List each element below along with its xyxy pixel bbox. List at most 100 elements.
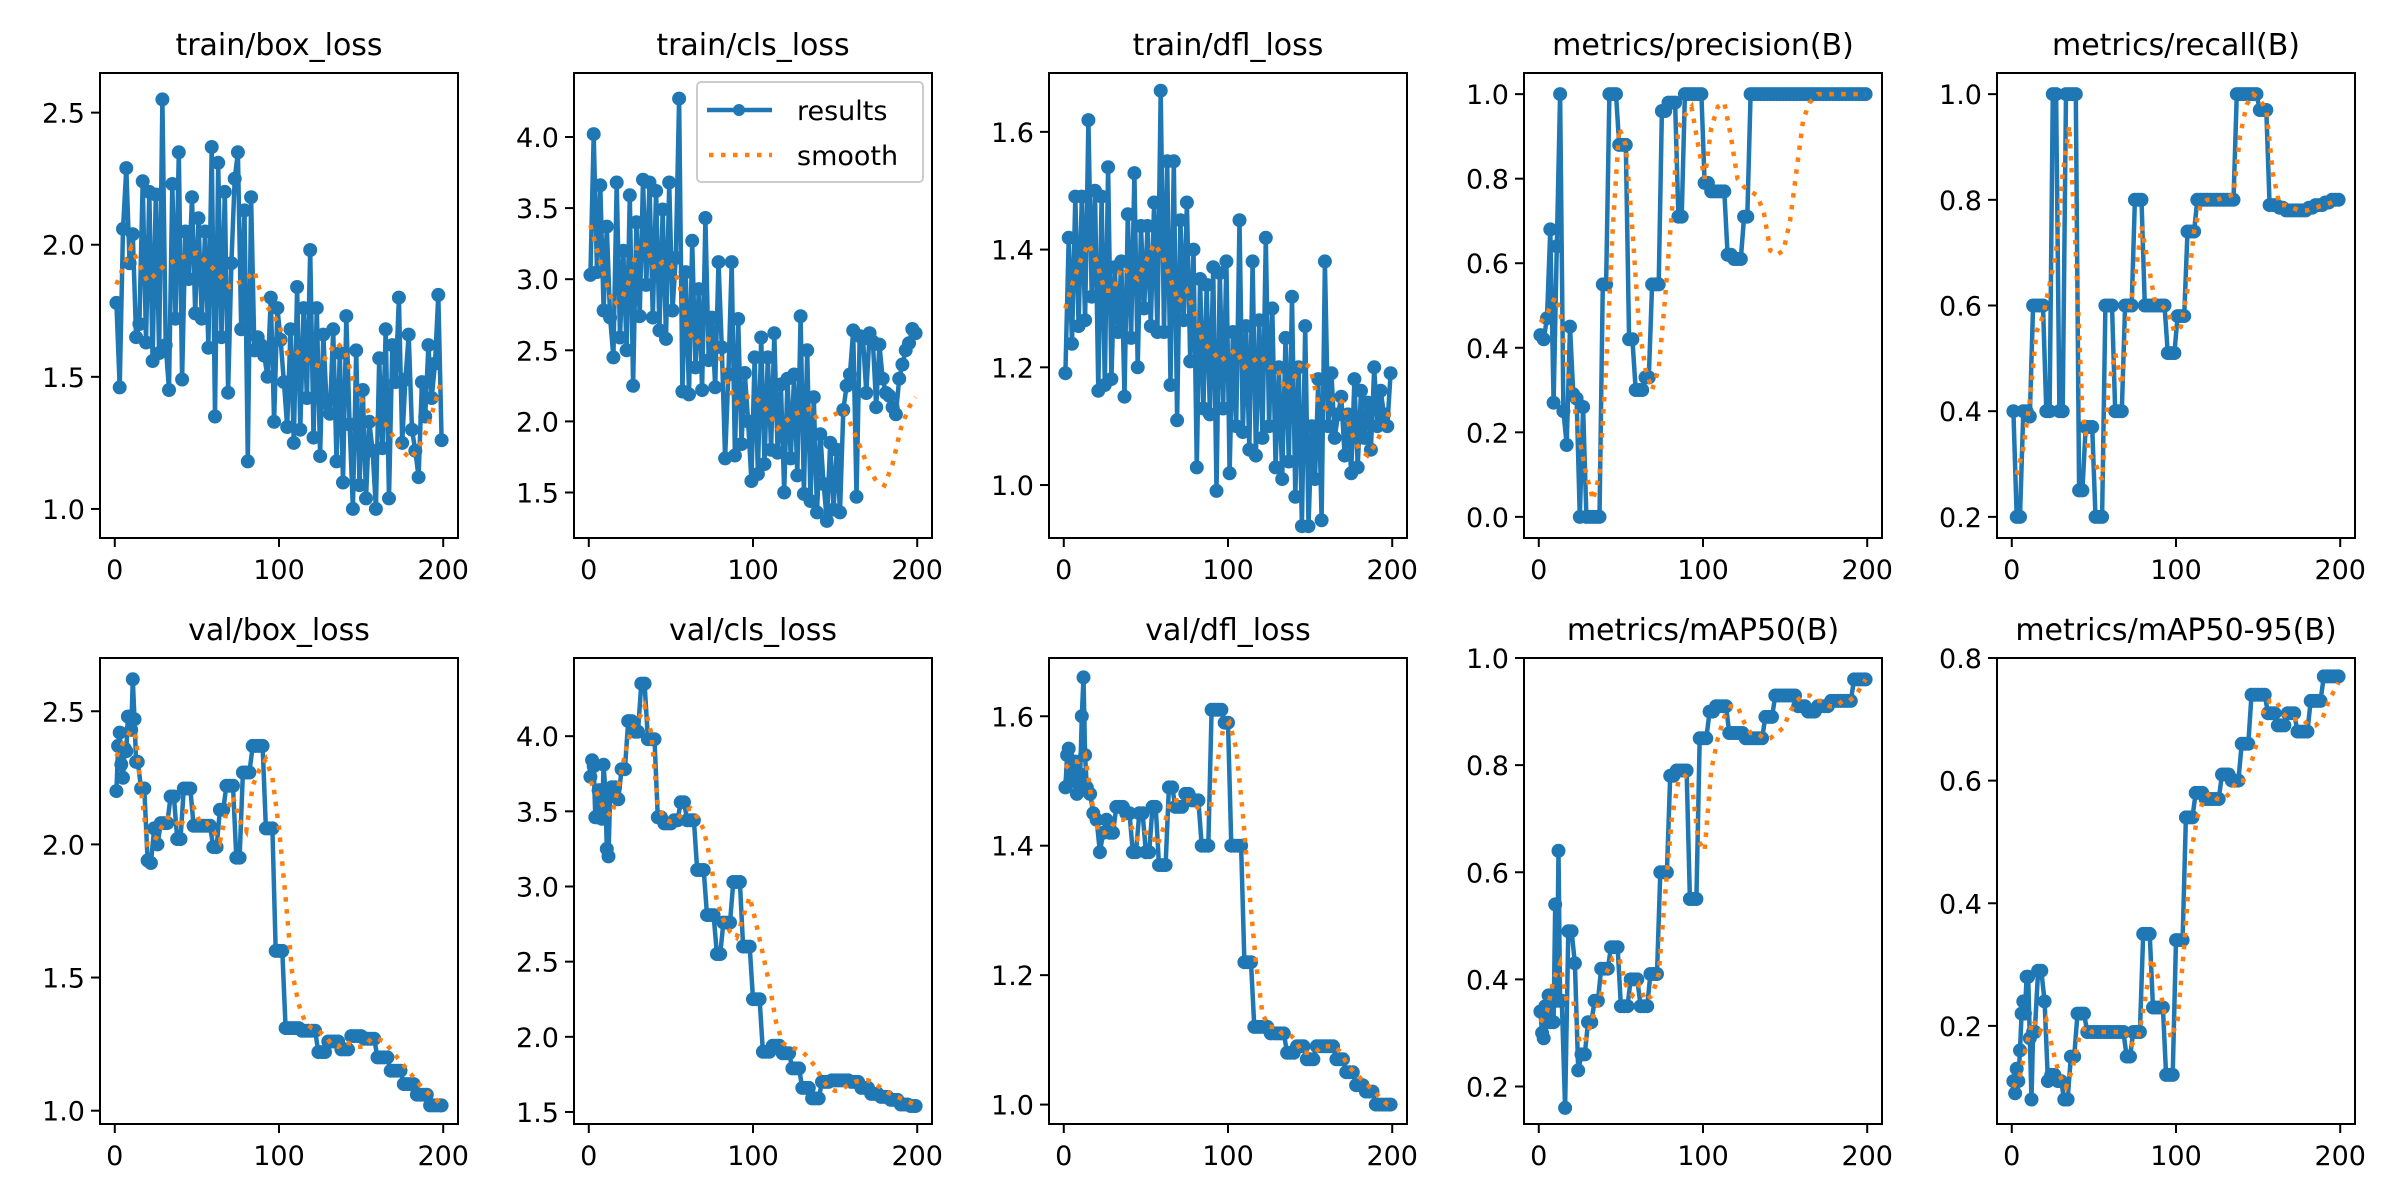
- results-point: [1668, 95, 1683, 110]
- plot-area: [1058, 670, 1398, 1112]
- y-tick-label: 0.2: [1939, 503, 1982, 534]
- results-point: [352, 478, 367, 493]
- y-tick-label: 0.8: [1466, 751, 1509, 782]
- results-point: [1081, 113, 1096, 128]
- results-point: [701, 353, 716, 368]
- results-point: [1347, 372, 1362, 387]
- results-point: [695, 383, 710, 398]
- results-point: [668, 250, 683, 265]
- results-point: [1148, 799, 1163, 814]
- results-point: [741, 414, 756, 429]
- x-tick-label: 0: [2003, 1141, 2020, 1172]
- results-point: [2277, 718, 2292, 733]
- results-point: [349, 343, 364, 358]
- results-point: [1281, 454, 1296, 469]
- x-tick-label: 100: [2150, 555, 2202, 586]
- results-point: [1114, 254, 1129, 269]
- plot-area: [583, 91, 923, 528]
- results-point: [1074, 189, 1089, 204]
- results-point: [767, 326, 782, 341]
- results-point: [173, 832, 188, 847]
- results-point: [606, 350, 621, 365]
- results-point: [255, 738, 270, 753]
- results-point: [267, 414, 282, 429]
- results-point: [1334, 389, 1349, 404]
- results-point: [1135, 806, 1150, 821]
- y-tick-label: 0.6: [1939, 767, 1982, 798]
- results-point: [2287, 706, 2302, 721]
- results-point: [1337, 448, 1352, 463]
- results-point: [810, 505, 824, 520]
- x-tick-label: 100: [2150, 1141, 2202, 1172]
- results-point: [626, 378, 641, 393]
- results-point: [711, 255, 726, 270]
- results-point: [1255, 430, 1270, 445]
- results-point: [629, 215, 644, 230]
- results-point: [1248, 448, 1263, 463]
- results-point: [783, 451, 798, 466]
- results-point: [732, 875, 747, 889]
- results-point: [908, 326, 923, 341]
- results-point: [1558, 1100, 1573, 1115]
- results-point: [318, 1045, 332, 1060]
- results-point: [1202, 407, 1217, 422]
- results-point: [224, 256, 239, 271]
- results-point: [1340, 407, 1355, 422]
- results-point: [237, 203, 252, 218]
- results-point: [1549, 239, 1564, 254]
- x-tick-label: 200: [1841, 555, 1893, 586]
- results-point: [1271, 360, 1286, 375]
- results-point: [2016, 994, 2031, 1009]
- results-point: [405, 422, 419, 437]
- subplot-metrics-map50-b: metrics/mAP50(B) 0 100 200 0.2 0.4 0.6 0.8 1.0: [1466, 613, 1893, 1172]
- results-point: [2034, 963, 2049, 978]
- smooth-line: [588, 224, 918, 489]
- y-tick-label: 0.8: [1939, 186, 1982, 217]
- subplot-metrics-precision-b: metrics/precision(B) 0 100 200 0.0 0.2 0.4 0.6 0…: [1466, 28, 1893, 586]
- y-tick-label: 2.5: [42, 697, 85, 728]
- results-point: [803, 494, 818, 508]
- y-tick-label: 3.5: [516, 194, 559, 225]
- results-point: [1699, 731, 1714, 746]
- results-point: [1755, 731, 1770, 746]
- results-point: [1306, 1052, 1321, 1067]
- results-point: [1166, 154, 1181, 169]
- subplot-title: train/box_loss: [175, 28, 382, 63]
- results-point: [2313, 693, 2328, 708]
- results-point: [171, 145, 186, 160]
- subplot-title: metrics/recall(B): [2052, 28, 2300, 63]
- subplot-title: train/cls_loss: [656, 28, 849, 63]
- smooth-line: [114, 725, 444, 1107]
- results-point: [1117, 389, 1132, 404]
- subplot-train-cls-loss: train/cls_loss 0 100 200 1.5 2.0 2.5 3.0 3.5 4.0 r…: [516, 28, 943, 586]
- results-point: [232, 850, 247, 865]
- y-tick-label: 0.6: [1466, 249, 1509, 280]
- results-point: [1576, 400, 1591, 414]
- results-point: [1719, 699, 1733, 714]
- results-point: [1170, 413, 1185, 428]
- results-point: [696, 863, 711, 877]
- results-point: [1140, 219, 1155, 233]
- results-point: [682, 387, 696, 402]
- results-point: [1321, 419, 1336, 434]
- x-tick-label: 0: [2003, 555, 2020, 586]
- results-line: [114, 97, 444, 512]
- results-point: [706, 908, 721, 923]
- results-point: [208, 409, 222, 424]
- results-point: [1367, 360, 1382, 375]
- subplot-metrics-recall-b: metrics/recall(B) 0 100 200 0.2 0.4 0.6 0.8 1.0: [1939, 28, 2366, 586]
- results-point: [2142, 926, 2157, 941]
- x-tick-label: 200: [2314, 555, 2366, 586]
- results-point: [114, 757, 129, 772]
- y-tick-label: 1.5: [516, 1098, 559, 1129]
- results-point: [2006, 404, 2021, 419]
- results-point: [639, 277, 654, 292]
- x-tick-label: 200: [1841, 1141, 1893, 1172]
- results-point: [283, 322, 298, 337]
- results-point: [1288, 489, 1303, 504]
- results-point: [1536, 1031, 1551, 1046]
- results-point: [1571, 1063, 1586, 1078]
- results-point: [1275, 472, 1290, 487]
- results-point: [1554, 993, 1569, 1008]
